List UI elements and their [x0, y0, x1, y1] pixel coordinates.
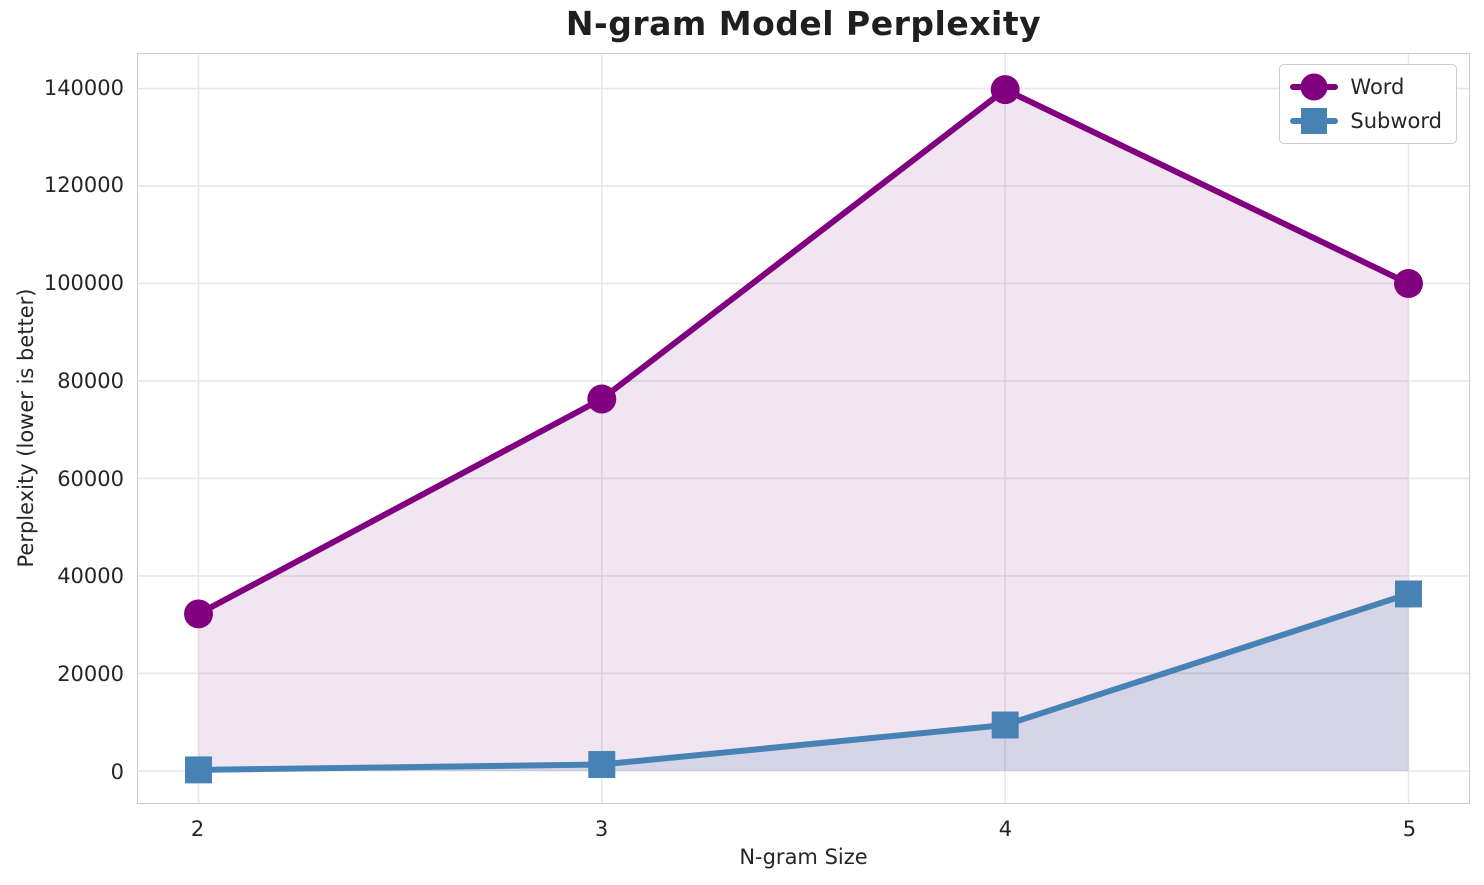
y-tick-label: 20000 — [57, 662, 124, 687]
data-point-subword — [185, 756, 212, 784]
legend-label: Subword — [1350, 109, 1442, 133]
x-axis-label: N-gram Size — [739, 845, 868, 869]
data-point-subword — [991, 711, 1019, 739]
legend-item-subword: Subword — [1290, 107, 1442, 135]
plot-area: Word Subword — [137, 53, 1470, 804]
data-point-subword — [588, 751, 616, 778]
data-point-word — [184, 599, 213, 629]
data-point-word — [587, 384, 617, 414]
y-axis-label: Perplexity (lower is better) — [14, 288, 38, 568]
legend-label: Word — [1350, 75, 1405, 99]
circle-marker-icon — [1290, 73, 1339, 101]
y-tick-label: 140000 — [43, 75, 124, 100]
data-point-word — [990, 75, 1020, 105]
legend-item-word: Word — [1290, 73, 1442, 101]
chart-title: N-gram Model Perplexity — [565, 4, 1042, 43]
y-tick-label: 40000 — [57, 564, 124, 589]
y-tick-label: 0 — [110, 759, 124, 784]
data-point-word — [1394, 269, 1423, 298]
data-point-subword — [1395, 580, 1422, 608]
x-tick-label: 4 — [998, 817, 1013, 841]
y-tick-label: 60000 — [57, 466, 124, 491]
chart-canvas — [138, 54, 1469, 803]
x-tick-label: 3 — [594, 817, 609, 841]
y-tick-label: 100000 — [43, 271, 124, 296]
x-tick-label: 2 — [190, 817, 205, 841]
y-tick-label: 120000 — [43, 173, 124, 198]
square-marker-icon — [1290, 107, 1339, 135]
legend: Word Subword — [1279, 64, 1457, 144]
y-tick-label: 80000 — [57, 368, 124, 393]
x-tick-label: 5 — [1402, 817, 1417, 841]
